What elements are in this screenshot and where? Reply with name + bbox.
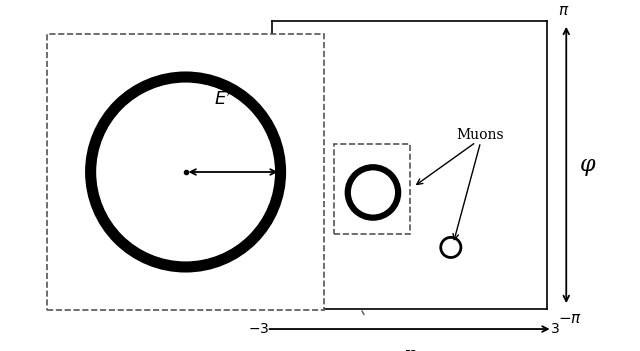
Text: $E'$: $E'$ [214, 90, 232, 109]
Text: $\pi$: $\pi$ [558, 4, 570, 18]
Circle shape [441, 237, 461, 258]
Text: Muons: Muons [457, 128, 504, 142]
Bar [334, 144, 410, 234]
Circle shape [91, 77, 280, 267]
Text: $-\pi$: $-\pi$ [558, 312, 582, 326]
Circle shape [348, 167, 398, 218]
Text: φ: φ [580, 154, 596, 176]
Text: $3$: $3$ [550, 322, 559, 336]
Text: $-3$: $-3$ [248, 322, 269, 336]
Text: η: η [403, 346, 416, 351]
